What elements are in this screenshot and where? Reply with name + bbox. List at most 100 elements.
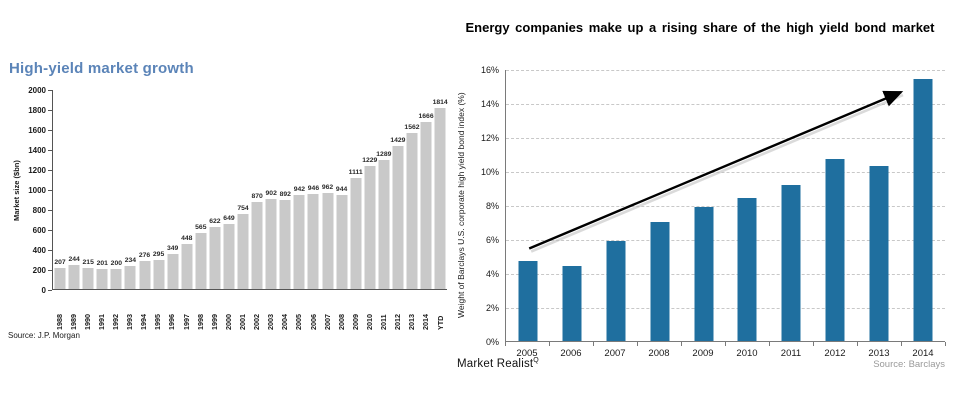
x-tick-label: 1998	[195, 314, 205, 330]
bar-2007	[322, 192, 334, 289]
y-tick-label: 6%	[485, 234, 499, 245]
y-tick-label: 4%	[485, 268, 499, 279]
bar-2002	[251, 202, 263, 289]
bar-slot-1993: 234	[123, 90, 137, 289]
bar-2003	[265, 198, 277, 289]
x-tick-2014: 2014	[912, 348, 934, 359]
bar-value-label: 1666	[418, 113, 434, 121]
x-tick-1988: 1988	[52, 294, 66, 330]
x-tick-mark	[813, 342, 814, 346]
bar-value-label: 1429	[390, 137, 406, 145]
x-tick-1994: 1994	[137, 294, 151, 330]
x-tick-2006: 2006	[560, 348, 582, 359]
watermark-mark: Q	[533, 357, 539, 364]
bar-slot-2012: 1429	[390, 90, 406, 289]
x-tick-1993: 1993	[123, 294, 137, 330]
x-tick-1995: 1995	[151, 294, 165, 330]
x-tick-label: 1993	[125, 314, 135, 330]
bar-2005	[518, 261, 538, 341]
x-tick-mark	[725, 342, 726, 346]
bar-YTD	[434, 107, 446, 289]
y-tick-mark	[48, 150, 52, 151]
x-tick-2008: 2008	[334, 294, 348, 330]
left-chart-title: High-yield market growth	[9, 60, 194, 77]
x-tick-2010: 2010	[736, 348, 758, 359]
gridline-12	[506, 138, 945, 139]
x-tick-2004: 2004	[278, 294, 292, 330]
bar-2010	[737, 198, 757, 341]
x-tick-2013: 2013	[868, 348, 890, 359]
x-tick-mark	[505, 342, 506, 346]
x-tick-2012: 2012	[391, 294, 405, 330]
y-tick-mark	[48, 230, 52, 231]
x-tick-2002: 2002	[250, 294, 264, 330]
x-tick-label: YTD	[435, 315, 445, 330]
bar-value-label: 215	[82, 258, 94, 266]
x-tick-2012: 2012	[824, 348, 846, 359]
y-tick-mark	[48, 190, 52, 191]
y-tick-label: 800	[32, 205, 46, 215]
bar-value-label: 200	[110, 260, 123, 267]
bar-1998	[195, 232, 207, 289]
x-tick-label: 1996	[167, 314, 177, 330]
x-tick-1997: 1997	[179, 294, 193, 330]
bar-2010	[364, 166, 376, 289]
x-tick-1996: 1996	[165, 294, 179, 330]
bar-1989	[68, 264, 80, 289]
x-tick-2011: 2011	[780, 348, 802, 359]
bar-value-label: 892	[279, 190, 291, 198]
gridline-8	[506, 206, 945, 207]
x-tick-2001: 2001	[235, 294, 249, 330]
bar-slot-1998: 565	[194, 90, 208, 289]
bar-slot-2014	[901, 70, 945, 341]
x-tick-label: 1999	[209, 314, 219, 330]
watermark-text: Market Realist	[457, 357, 534, 370]
x-tick-label: 2007	[322, 314, 332, 330]
bar-slot-2014: 1666	[418, 90, 434, 289]
bar-1994	[139, 261, 150, 289]
bar-2005	[293, 194, 305, 289]
bar-2013	[869, 165, 889, 341]
bar-2012	[825, 159, 845, 341]
bar-slot-2013	[857, 70, 901, 341]
x-tick-label: 2010	[364, 314, 374, 330]
x-tick-label: 2012	[393, 314, 403, 330]
y-tick-label: 2000	[28, 85, 46, 95]
x-tick-label: 1988	[54, 314, 64, 330]
bar-slot-2010	[726, 70, 770, 341]
x-tick-2007: 2007	[320, 294, 334, 330]
bar-value-label: 234	[124, 256, 137, 264]
bar-1995	[153, 259, 165, 289]
bar-2006	[562, 266, 582, 341]
left-chart-plot-area: 207 244 215 201 200 234 276 295 349 448 565 622 649 7…	[52, 90, 448, 290]
x-tick-1989: 1989	[66, 294, 80, 330]
x-tick-label: 2004	[280, 314, 290, 330]
bar-1999	[209, 226, 221, 289]
bar-slot-1996: 349	[166, 90, 180, 289]
left-chart-x-axis: 1988 1989 1990 1991 1992 1993 1994 1995 1996 1997…	[52, 294, 447, 330]
x-tick-label: 2014	[421, 314, 431, 330]
x-tick-label: 2001	[237, 314, 247, 330]
x-tick-2005: 2005	[516, 348, 538, 359]
trend-arrow-svg	[528, 90, 904, 253]
bar-slot-1992: 200	[109, 90, 123, 289]
bar-slot-2012	[813, 70, 857, 341]
bar-slot-1995: 295	[152, 90, 166, 289]
bar-2011	[781, 184, 801, 341]
bar-slot-2006	[550, 70, 594, 341]
x-tick-1999: 1999	[207, 294, 221, 330]
bar-2004	[279, 199, 291, 289]
bar-2009	[350, 177, 362, 289]
x-tick-2006: 2006	[306, 294, 320, 330]
gridline-10	[506, 172, 945, 173]
x-tick-2010: 2010	[362, 294, 376, 330]
bar-1991	[96, 268, 108, 289]
y-tick-mark	[48, 250, 52, 251]
x-tick-label: 1994	[139, 314, 149, 330]
x-tick-2009: 2009	[348, 294, 362, 330]
y-tick-label: 2%	[485, 302, 499, 313]
x-tick-label: 1992	[110, 314, 120, 330]
bar-2012	[392, 146, 404, 289]
left-chart-bars: 207 244 215 201 200 234 276 295 349 448 565 622 649 7…	[53, 90, 448, 289]
